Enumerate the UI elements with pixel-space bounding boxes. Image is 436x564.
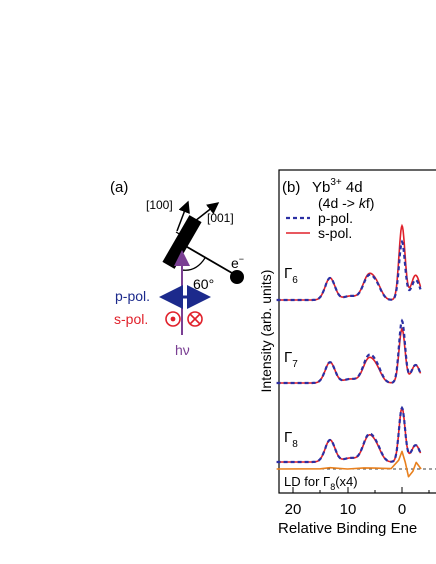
panel-b-label: (b)	[282, 179, 300, 196]
electron-icon	[230, 270, 244, 284]
arrow-001	[180, 202, 220, 233]
angle-arc	[181, 257, 206, 271]
spectra-curves	[276, 223, 422, 478]
photon-label: hν	[175, 342, 190, 358]
label-100: [100]	[146, 198, 173, 212]
x-ticks	[292, 487, 430, 493]
legend-p-label: p-pol.	[318, 210, 353, 226]
surface-normal-mark	[175, 231, 187, 244]
transition-label: (4d -> kf)	[318, 195, 374, 211]
x-tick-label-10: 10	[340, 501, 357, 518]
emission-line	[181, 243, 233, 274]
ld-curve-line	[276, 450, 422, 478]
electron-label: e−	[231, 254, 244, 271]
state-label-gamma8: Γ8	[284, 429, 298, 450]
spol-into-plane-icon	[187, 311, 203, 327]
spectrum-p-pol-line	[276, 318, 422, 385]
y-axis-label: Intensity (arb. units)	[258, 270, 274, 393]
label-001: [001]	[207, 211, 234, 225]
state-label-gamma7: Γ7	[284, 349, 298, 370]
spectrum-p-pol-line	[276, 405, 422, 464]
x-axis-label: Relative Binding Ene	[278, 520, 417, 537]
ld-label: LD for Γ8(x4)	[284, 474, 358, 492]
angle-label: 60°	[193, 276, 214, 292]
ion-label: Yb3+ 4d	[312, 177, 363, 196]
panel-b: Intensity (arb. units) 20 10 0 Relative …	[258, 169, 436, 537]
sample-slab	[162, 215, 202, 269]
spol-label: s-pol.	[114, 311, 148, 327]
arrow-100	[176, 200, 190, 232]
plot-frame	[278, 169, 436, 494]
ppol-label: p-pol.	[115, 288, 150, 304]
legend-s-label: s-pol.	[318, 225, 352, 241]
state-label-gamma6: Γ6	[284, 265, 298, 286]
x-tick-label-0: 0	[398, 501, 406, 518]
panel-a-label: (a)	[110, 179, 128, 196]
spectrum-p-pol-line	[276, 239, 422, 302]
panel-a: (a) [100] [001] e− 60° hν p-pol. s-pol.	[110, 179, 244, 358]
x-tick-label-20: 20	[285, 501, 302, 518]
spol-out-of-plane-icon	[165, 311, 181, 327]
